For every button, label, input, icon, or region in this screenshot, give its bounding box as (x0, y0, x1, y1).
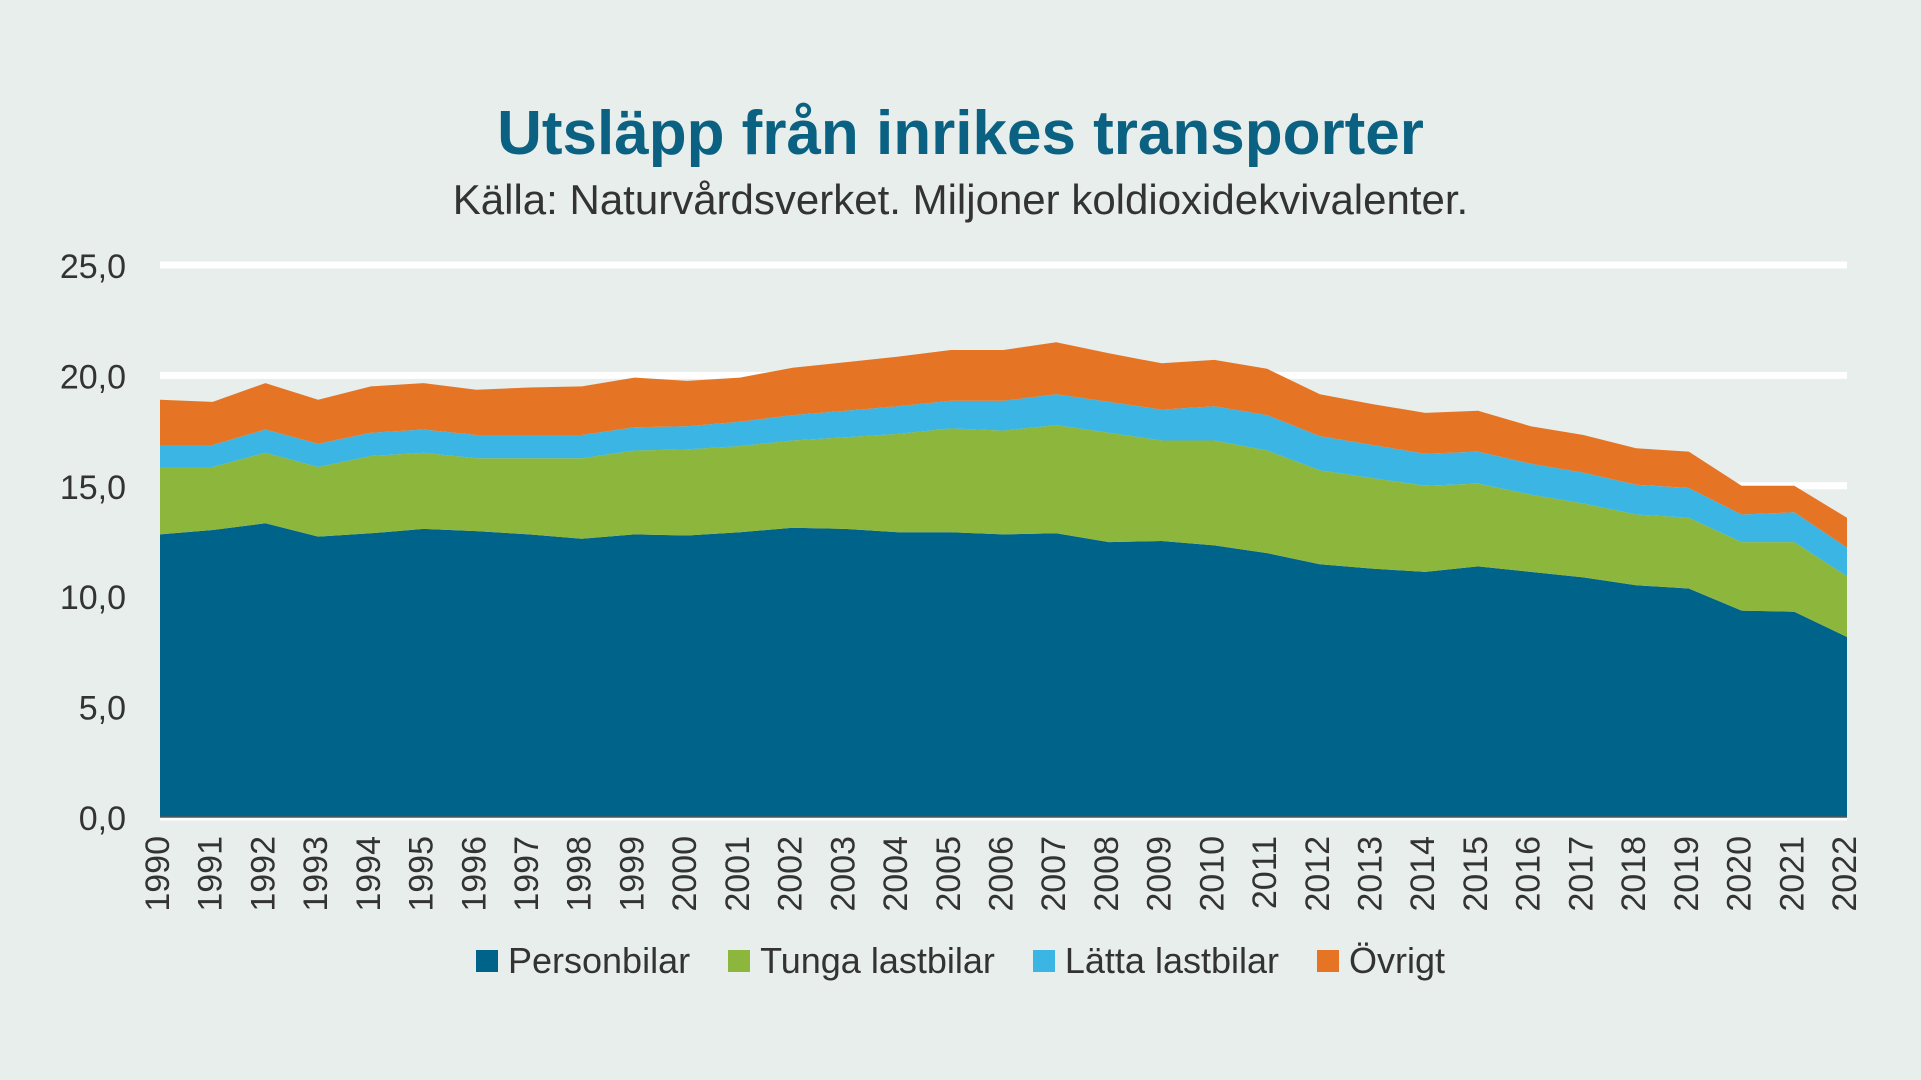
x-tick-label: 1998 (561, 836, 599, 912)
x-tick-label: 1993 (297, 836, 335, 912)
x-tick-label: 2002 (772, 836, 810, 912)
y-tick-label: 5,0 (79, 690, 126, 728)
x-tick-label: 2020 (1721, 836, 1759, 912)
x-tick-label: 2011 (1246, 836, 1284, 909)
x-tick-label: 2019 (1668, 836, 1706, 912)
x-tick-label: 1997 (508, 836, 546, 912)
legend-label: Lätta lastbilar (1064, 940, 1279, 981)
legend-swatch (475, 950, 498, 972)
x-tick-label: 2022 (1826, 836, 1864, 912)
x-tick-label: 1995 (403, 836, 441, 912)
x-tick-label: 2006 (982, 836, 1020, 912)
x-tick-label: 2005 (930, 836, 968, 912)
chart-title: Utsläpp från inrikes transporter (497, 99, 1424, 168)
x-tick-label: 2015 (1457, 836, 1495, 912)
x-tick-label: 2010 (1193, 836, 1231, 912)
x-tick-label: 2004 (877, 836, 915, 912)
chart-legend: Personbilar Tunga lastbilar Lätta lastbila… (0, 940, 1921, 982)
x-tick-label: 2021 (1773, 836, 1811, 912)
legend-swatch (728, 950, 751, 972)
y-tick-label: 10,0 (60, 579, 126, 617)
x-tick-label: 1999 (613, 836, 651, 912)
x-tick-label: 2001 (719, 836, 757, 912)
x-tick-label: 2008 (1088, 836, 1126, 912)
area-series-1 (160, 425, 1847, 637)
legend-swatch (1032, 950, 1055, 972)
x-tick-label: 1992 (244, 836, 282, 912)
y-tick-label: 15,0 (60, 469, 126, 507)
legend-swatch (1317, 950, 1339, 972)
legend-label: Övrigt (1349, 940, 1446, 981)
area-series-2 (160, 394, 1847, 577)
x-tick-label: 2007 (1035, 836, 1073, 912)
x-tick-label: 2014 (1404, 836, 1442, 912)
area-series-0 (160, 523, 1847, 817)
y-tick-label: 25,0 (60, 248, 126, 286)
legend-label: Tunga lastbilar (760, 940, 995, 981)
legend-item: Lätta lastbilar (1032, 940, 1279, 982)
x-tick-label: 1990 (139, 836, 177, 912)
x-tick-label: 2018 (1615, 836, 1653, 912)
area-series-3 (160, 342, 1847, 548)
x-tick-label: 1996 (455, 836, 493, 912)
x-tick-label: 2013 (1352, 836, 1390, 912)
legend-label: Personbilar (507, 940, 691, 981)
x-tick-label: 2017 (1562, 836, 1600, 912)
x-tick-label: 2000 (666, 836, 704, 912)
legend-item: Personbilar (475, 940, 691, 982)
legend-item: Tunga lastbilar (728, 940, 995, 982)
x-tick-label: 2016 (1510, 836, 1548, 912)
legend-item: Övrigt (1317, 940, 1445, 982)
x-tick-label: 2012 (1299, 836, 1337, 912)
y-tick-label: 0,0 (79, 800, 126, 838)
y-tick-label: 20,0 (60, 358, 126, 396)
x-tick-label: 2009 (1141, 836, 1179, 912)
x-tick-label: 1994 (350, 836, 388, 912)
chart-subtitle: Källa: Naturvårdsverket. Miljoner koldio… (452, 176, 1469, 223)
x-tick-label: 2003 (824, 836, 862, 912)
x-tick-label: 1991 (192, 836, 230, 912)
